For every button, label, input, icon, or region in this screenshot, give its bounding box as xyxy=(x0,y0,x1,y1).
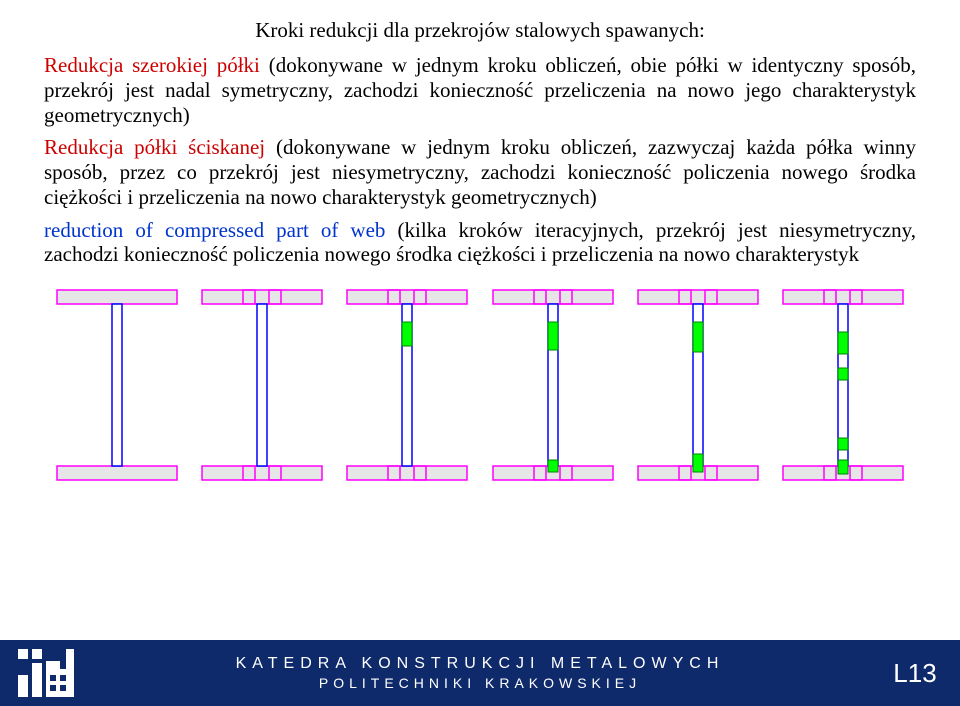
para2-lead: Redukcja półki ściskanej xyxy=(44,135,265,159)
ibeam-diagram-5 xyxy=(625,281,770,491)
paragraph-2: Redukcja półki ściskanej (dokonywane w j… xyxy=(44,135,916,209)
page-title: Kroki redukcji dla przekrojów stalowych … xyxy=(44,18,916,43)
ibeam-diagram-1 xyxy=(44,281,189,491)
footer-line-1: KATEDRA KONSTRUKCJI METALOWYCH xyxy=(236,655,725,673)
paragraph-3: reduction of compressed part of web (kil… xyxy=(44,218,916,268)
paragraph-1: Redukcja szerokiej półki (dokonywane w j… xyxy=(44,53,916,127)
ibeam-diagram-4 xyxy=(480,281,625,491)
slide-number: L13 xyxy=(870,658,960,689)
ibeam-diagram-row xyxy=(0,275,960,491)
footer-line-2: POLITECHNIKI KRAKOWSKIEJ xyxy=(319,675,641,691)
ibeam-diagram-3 xyxy=(335,281,480,491)
para1-lead: Redukcja szerokiej półki xyxy=(44,53,260,77)
ibeam-diagram-6 xyxy=(771,281,916,491)
para3-lead: reduction of compressed part of web xyxy=(44,218,385,242)
pk-logo xyxy=(0,640,90,706)
ibeam-diagram-2 xyxy=(189,281,334,491)
footer-bar: KATEDRA KONSTRUKCJI METALOWYCH POLITECHN… xyxy=(0,640,960,706)
